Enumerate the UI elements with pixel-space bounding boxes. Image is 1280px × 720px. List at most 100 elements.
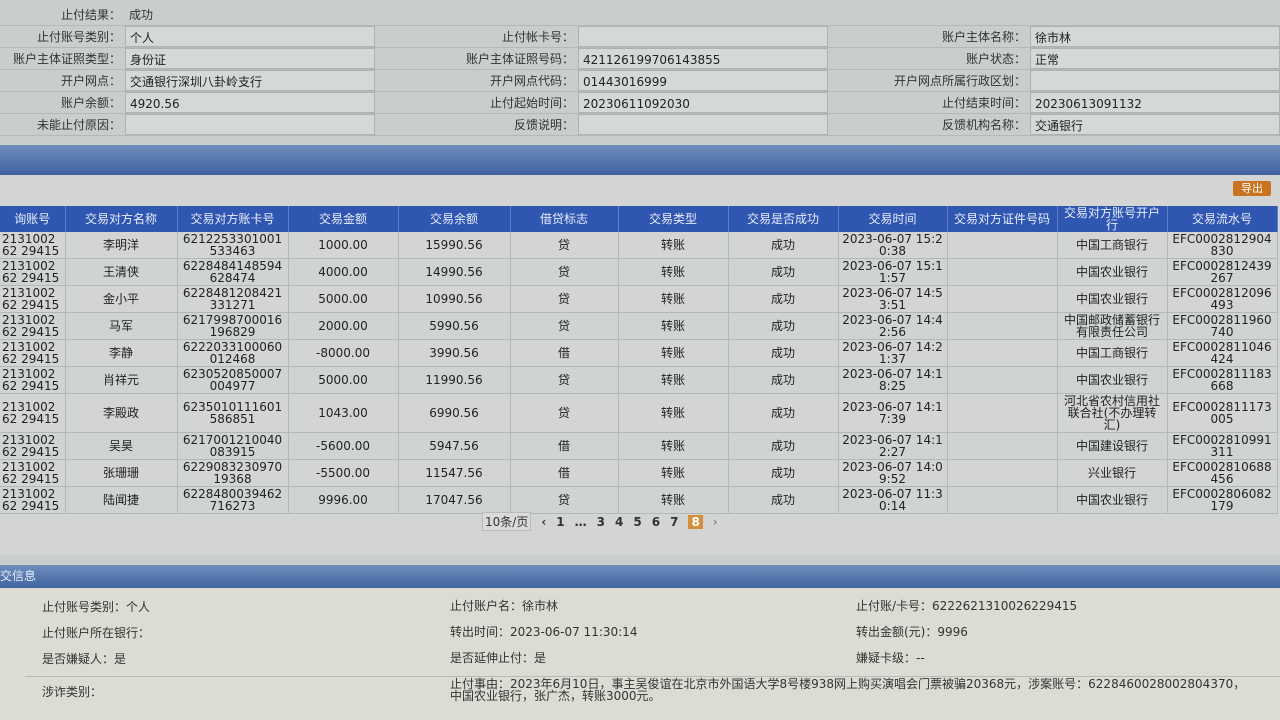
field-value: 身份证 (125, 48, 375, 69)
field-label: 账户主体证照类型： (12, 52, 121, 66)
table-cell: 借 (510, 339, 619, 367)
table-row[interactable]: 213100262 29415 李明洋 6212253301001533463 100… (0, 232, 1278, 259)
table-cell: 中国邮政储蓄银行有限责任公司 (1057, 312, 1168, 340)
table-cell: 2023-06-07 14:21:37 (838, 339, 948, 367)
column-header[interactable]: 交易余额 (398, 206, 511, 232)
page-button[interactable]: 8 (688, 514, 703, 529)
table-cell: EFC0002812904830 (1167, 232, 1278, 259)
page-button[interactable]: 6 (651, 514, 661, 529)
table-row[interactable]: 213100262 29415 吴昊 6217001210040083915 -560… (0, 432, 1278, 460)
table-cell: 中国农业银行 (1057, 366, 1168, 394)
table-cell: 肖祥元 (65, 366, 178, 394)
table-cell: 中国农业银行 (1057, 285, 1168, 313)
column-header[interactable]: 交易时间 (838, 206, 948, 232)
table-row[interactable]: 213100262 29415 马军 6217998700016196829 2000… (0, 312, 1278, 340)
detail-header-bar: 交信息 (0, 565, 1280, 588)
table-cell (947, 393, 1058, 433)
field-value (578, 114, 828, 135)
stop-payment-info: 止付结果： 成功 止付账号类别： 个人 止付帐卡号： 账户主体名称： 徐市林 账户主体证照… (0, 4, 1280, 136)
column-header[interactable]: 交易对方账号开户行 (1057, 206, 1168, 232)
table-cell: 贷 (510, 366, 619, 394)
field-label: 止付结果： (60, 8, 121, 22)
detail-out-time: 转出时间：2023-06-07 11:30:14 (450, 625, 638, 639)
table-cell: 贷 (510, 312, 619, 340)
table-cell: 213100262 29415 (0, 432, 66, 460)
table-cell: 成功 (728, 258, 839, 286)
table-row[interactable]: 213100262 29415 李静 6222033100060012468 -800… (0, 339, 1278, 367)
prev-page-button[interactable]: ‹ (541, 514, 547, 529)
detail-reason: 止付事由：2023年6月10日，事主吴俊谊在北京市外国语大学8号楼938网上购买… (450, 677, 1246, 703)
table-cell: EFC0002806082179 (1167, 486, 1278, 514)
page-button[interactable]: 3 (596, 514, 605, 529)
pagination: 10条/页 ‹ 1 … 3 4 5 6 7 8 › (482, 512, 718, 531)
table-cell: 1000.00 (288, 232, 399, 259)
field-value (1030, 70, 1280, 91)
field-label: 开户网点所属行政区划： (893, 74, 1026, 88)
table-row[interactable]: 213100262 29415 金小平 6228481208421331271 500… (0, 285, 1278, 313)
table-row[interactable]: 213100262 29415 张珊珊 622908323097019368 -550… (0, 459, 1278, 487)
table-cell: 转账 (618, 486, 729, 514)
table-cell: 2000.00 (288, 312, 399, 340)
table-cell: 2023-06-07 14:53:51 (838, 285, 948, 313)
page-button[interactable]: … (574, 514, 587, 529)
next-page-button[interactable]: › (712, 514, 718, 529)
table-cell: 15990.56 (398, 232, 511, 259)
export-button[interactable]: 导出 (1233, 181, 1271, 196)
field-value: 20230613091132 (1030, 92, 1280, 113)
table-cell: EFC0002812439267 (1167, 258, 1278, 286)
table-cell: 2023-06-07 15:11:57 (838, 258, 948, 286)
field-value: 徐市林 (1030, 26, 1280, 47)
table-cell: EFC0002811173005 (1167, 393, 1278, 433)
table-cell: 张珊珊 (65, 459, 178, 487)
field-value: 4920.56 (125, 92, 375, 113)
table-cell: EFC0002811183668 (1167, 366, 1278, 394)
table-row[interactable]: 213100262 29415 陆闻捷 6228480039462716273 999… (0, 486, 1278, 514)
page-size-select[interactable]: 10条/页 (482, 512, 532, 531)
table-cell: 贷 (510, 232, 619, 259)
table-cell: 成功 (728, 432, 839, 460)
column-header[interactable]: 交易是否成功 (728, 206, 839, 232)
table-cell: 6217998700016196829 (177, 312, 289, 340)
table-cell: 中国工商银行 (1057, 232, 1168, 259)
table-row[interactable]: 213100262 29415 肖祥元 6230520850007004977 500… (0, 366, 1278, 394)
page-button[interactable]: 5 (633, 514, 642, 529)
column-header[interactable]: 交易对方证件号码 (947, 206, 1058, 232)
table-cell: 11990.56 (398, 366, 511, 394)
column-header[interactable]: 交易对方账卡号 (177, 206, 289, 232)
page-button[interactable]: 4 (615, 514, 624, 529)
table-cell: 中国农业银行 (1057, 258, 1168, 286)
table-cell: 马军 (65, 312, 178, 340)
table-row[interactable]: 213100262 29415 李殿政 6235010111601586851 104… (0, 393, 1278, 433)
column-header[interactable]: 询账号 (0, 206, 66, 232)
table-cell: 6228481208421331271 (177, 285, 289, 313)
table-cell: 6217001210040083915 (177, 432, 289, 460)
table-cell (947, 486, 1058, 514)
table-cell: -5600.00 (288, 432, 399, 460)
table-cell: 成功 (728, 285, 839, 313)
table-cell: 王清侠 (65, 258, 178, 286)
info-row: 账户余额： 4920.56 止付起始时间： 20230611092030 止付结束时间：… (0, 92, 1280, 114)
field-label: 止付帐卡号： (501, 30, 574, 44)
table-cell: 5000.00 (288, 366, 399, 394)
field-label: 止付起始时间： (489, 96, 574, 110)
column-header[interactable]: 借贷标志 (510, 206, 619, 232)
table-cell: 成功 (728, 339, 839, 367)
table-row[interactable]: 213100262 29415 王清侠 6228484148594628474 400… (0, 258, 1278, 286)
table-cell: 6212253301001533463 (177, 232, 289, 259)
column-header[interactable]: 交易对方名称 (65, 206, 178, 232)
page-button[interactable]: 1 (556, 514, 565, 529)
table-cell: 9996.00 (288, 486, 399, 514)
table-cell: 转账 (618, 459, 729, 487)
field-value: 个人 (125, 26, 375, 47)
table-cell: 6228480039462716273 (177, 486, 289, 514)
field-label: 开户网点： (60, 74, 121, 88)
column-header[interactable]: 交易金额 (288, 206, 399, 232)
page-button[interactable]: 7 (670, 514, 679, 529)
table-cell: 3990.56 (398, 339, 511, 367)
field-value (578, 26, 828, 47)
table-cell: 213100262 29415 (0, 312, 66, 340)
column-header[interactable]: 交易流水号 (1167, 206, 1278, 232)
column-header[interactable]: 交易类型 (618, 206, 729, 232)
table-cell: 213100262 29415 (0, 285, 66, 313)
table-cell: 213100262 29415 (0, 258, 66, 286)
